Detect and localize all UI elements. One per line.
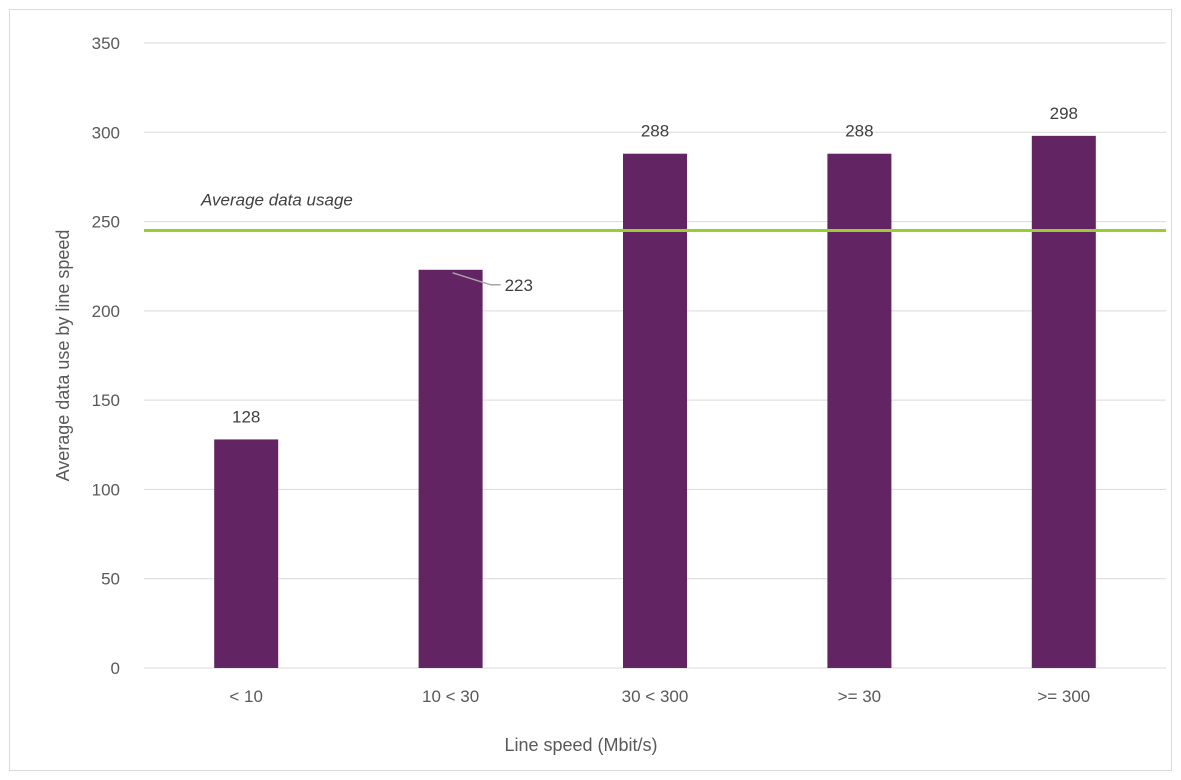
x-tick-label: >= 30 [838, 687, 882, 706]
bar [418, 269, 483, 668]
y-tick-label: 150 [92, 391, 120, 410]
x-tick-label: >= 300 [1037, 687, 1090, 706]
y-axis-tick-labels: 0 50 100 150 200 250 300 350 [92, 34, 120, 678]
bars [214, 135, 1096, 668]
bar [1031, 135, 1096, 668]
bar [623, 153, 687, 668]
y-tick-label: 50 [101, 570, 120, 589]
data-labels: 128 223 288 288 298 [232, 104, 1078, 427]
x-axis-tick-labels: < 10 10 < 30 30 < 300 >= 30 >= 300 [229, 687, 1090, 706]
y-tick-label: 200 [92, 302, 120, 321]
y-tick-label: 100 [92, 480, 120, 499]
data-label: 298 [1050, 104, 1078, 123]
reference-line-group: Average data usage [144, 191, 1166, 232]
y-axis-title: Average data use by line speed [53, 230, 73, 482]
data-label: 288 [845, 122, 873, 141]
data-label: 223 [505, 276, 533, 295]
bar [214, 439, 279, 668]
y-tick-label: 250 [92, 213, 120, 232]
y-tick-label: 350 [92, 34, 120, 53]
x-tick-label: < 10 [229, 687, 263, 706]
data-label: 128 [232, 407, 260, 426]
x-tick-label: 30 < 300 [622, 687, 689, 706]
x-tick-label: 10 < 30 [422, 687, 479, 706]
x-axis-title: Line speed (Mbit/s) [504, 735, 657, 755]
y-tick-label: 0 [111, 659, 120, 678]
y-tick-label: 300 [92, 123, 120, 142]
bar [827, 153, 892, 668]
data-label-leader [452, 272, 501, 286]
chart-frame [9, 9, 1172, 771]
data-label: 288 [641, 122, 669, 141]
average-data-usage-label: Average data usage [200, 191, 353, 210]
